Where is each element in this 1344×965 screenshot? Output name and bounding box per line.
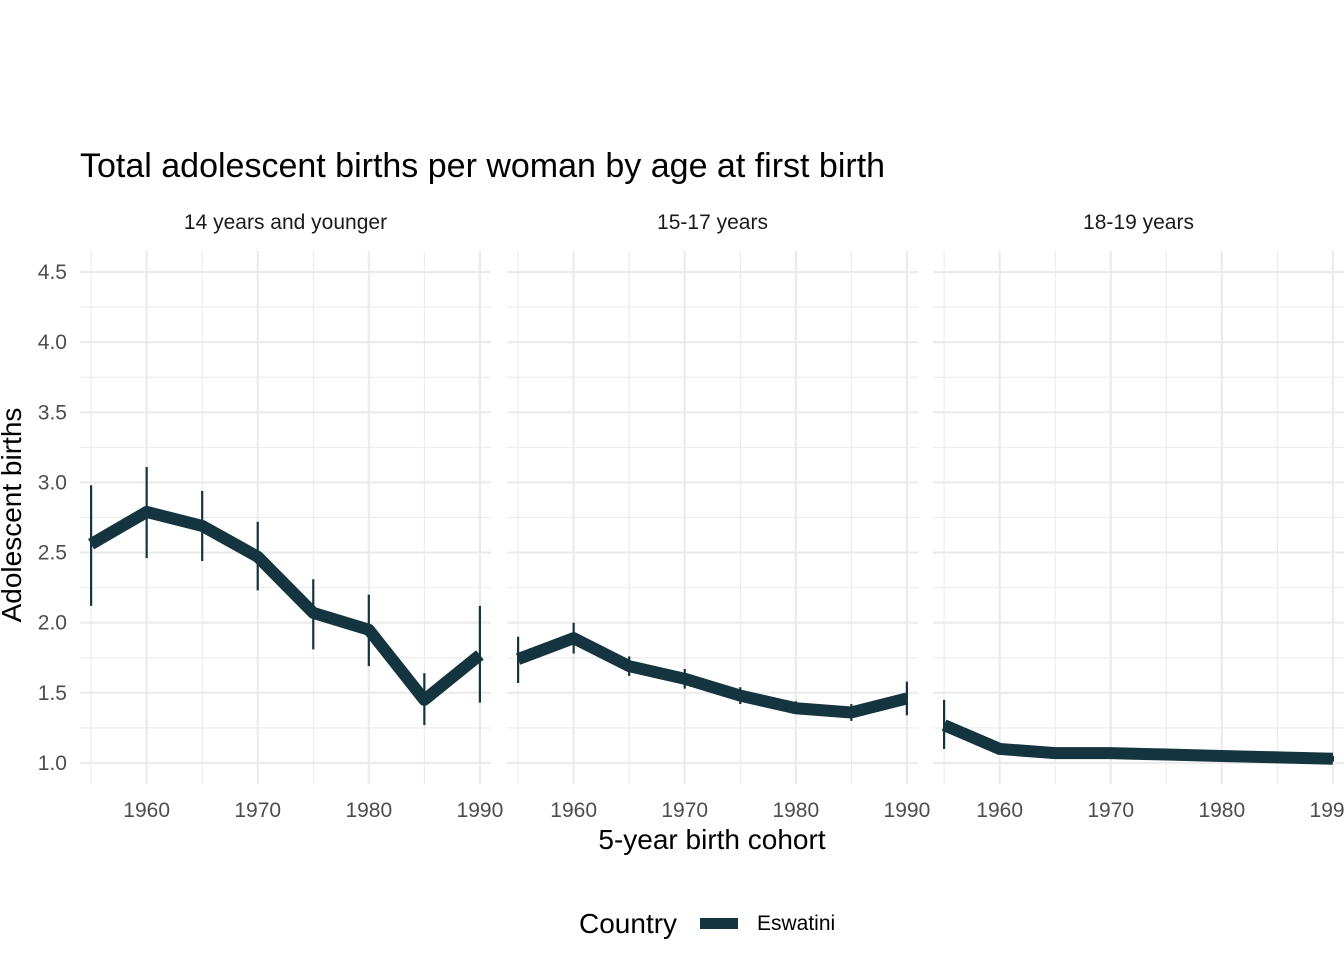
x-tick-label: 1960 bbox=[123, 799, 170, 822]
chart-title: Total adolescent births per woman by age… bbox=[80, 147, 885, 185]
panel-label: 14 years and younger bbox=[184, 211, 387, 234]
data-point bbox=[1220, 754, 1223, 757]
y-tick-label: 3.5 bbox=[38, 401, 67, 424]
x-tick-label: 1980 bbox=[1198, 799, 1245, 822]
legend-title: Country bbox=[579, 908, 677, 939]
data-point bbox=[201, 524, 204, 527]
legend-label-eswatini: Eswatini bbox=[757, 912, 835, 935]
data-point bbox=[998, 747, 1001, 750]
data-point bbox=[943, 724, 946, 727]
data-point bbox=[367, 628, 370, 631]
data-point bbox=[1276, 756, 1279, 759]
data-point bbox=[683, 677, 686, 680]
y-tick-label: 4.5 bbox=[38, 261, 67, 284]
data-point bbox=[1165, 753, 1168, 756]
y-tick-label: 4.0 bbox=[38, 331, 67, 354]
data-point bbox=[145, 510, 148, 513]
series-line-eswatini bbox=[88, 505, 484, 706]
panel-2: 15-17 years 1960 1970 1980 1990 bbox=[507, 211, 930, 822]
panel-label: 15-17 years bbox=[657, 211, 768, 234]
panel-1: 14 years and younger 1960 1970 1980 1990 1.0 1… bbox=[38, 211, 503, 822]
panel-label: 18-19 years bbox=[1083, 211, 1194, 234]
data-point bbox=[739, 694, 742, 697]
x-tick-label: 1960 bbox=[550, 799, 597, 822]
panels: 14 years and younger 1960 1970 1980 1990 1.0 1… bbox=[38, 211, 1344, 822]
panel-3: 18-19 years 1960 1970 1980 1990 bbox=[933, 211, 1344, 822]
x-tick-label: 1970 bbox=[1087, 799, 1134, 822]
x-tick-label: 1990 bbox=[457, 799, 504, 822]
data-point bbox=[572, 637, 575, 640]
data-point bbox=[905, 697, 908, 700]
y-tick-label: 1.5 bbox=[38, 682, 67, 705]
data-point bbox=[517, 658, 520, 661]
x-axis-title: 5-year birth cohort bbox=[598, 824, 825, 855]
legend-key-eswatini bbox=[700, 918, 738, 929]
x-tick-label: 1990 bbox=[884, 799, 931, 822]
y-tick-label: 2.0 bbox=[38, 612, 67, 635]
y-tick-label: 2.5 bbox=[38, 542, 67, 565]
data-point bbox=[794, 707, 797, 710]
data-point bbox=[628, 665, 631, 668]
y-tick-label: 1.0 bbox=[38, 752, 67, 775]
data-point bbox=[478, 653, 481, 656]
data-point bbox=[850, 711, 853, 714]
data-point bbox=[1331, 757, 1334, 760]
data-point bbox=[423, 698, 426, 701]
x-tick-label: 1970 bbox=[234, 799, 281, 822]
series-line-eswatini bbox=[941, 719, 1334, 765]
y-tick-label: 3.0 bbox=[38, 471, 67, 494]
data-point bbox=[1109, 752, 1112, 755]
data-point bbox=[256, 555, 259, 558]
data-point bbox=[312, 611, 315, 614]
series-line-eswatini bbox=[515, 632, 909, 719]
data-point bbox=[1054, 752, 1057, 755]
x-tick-label: 1980 bbox=[345, 799, 392, 822]
data-point bbox=[90, 543, 93, 546]
x-tick-label: 1970 bbox=[661, 799, 708, 822]
x-tick-label: 1960 bbox=[976, 799, 1023, 822]
y-axis-title: Adolescent births bbox=[0, 408, 27, 623]
x-tick-label: 1980 bbox=[772, 799, 819, 822]
legend: Country Eswatini bbox=[579, 908, 835, 939]
x-tick-label: 1990 bbox=[1310, 799, 1344, 822]
